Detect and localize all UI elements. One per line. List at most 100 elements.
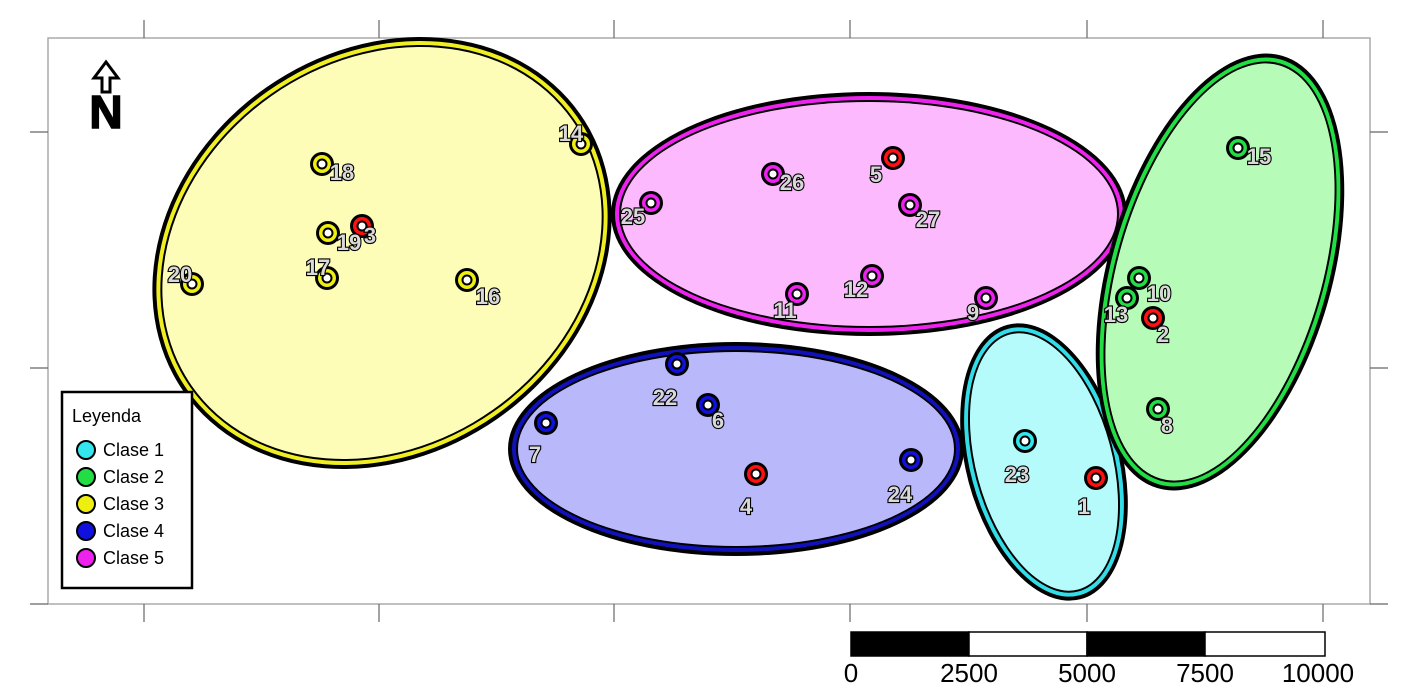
point-marker-center [1019, 435, 1031, 447]
map-point-10: 10 [1127, 266, 1172, 307]
point-label: 3 [364, 223, 376, 248]
map-point-19: 19 [316, 221, 362, 256]
map-point-27: 27 [898, 193, 941, 233]
points-layer: 1234567891011121314151617181920222324252… [167, 120, 1273, 520]
point-label: 1 [1078, 494, 1090, 519]
point-label: 13 [1104, 302, 1128, 327]
map-point-2: 2 [1141, 306, 1170, 348]
map-point-6: 6 [696, 393, 725, 434]
legend-label: Clase 2 [103, 467, 164, 487]
map-point-13: 13 [1103, 286, 1139, 328]
map-point-9: 9 [966, 286, 998, 326]
frame-ticks [30, 20, 1388, 622]
point-marker-center [461, 274, 473, 286]
point-label: 8 [1161, 413, 1173, 438]
point-label: 14 [559, 121, 584, 146]
map-point-18: 18 [310, 152, 355, 186]
legend-item-1: Clase 1 [76, 440, 164, 460]
cluster-class-3 [152, 37, 612, 469]
point-label: 6 [712, 408, 724, 433]
point-label: 20 [168, 262, 192, 287]
point-label: 2 [1157, 322, 1169, 347]
scale-tick-10000: 10000 [1282, 658, 1354, 688]
point-marker-center [750, 468, 762, 480]
point-marker-center [322, 227, 334, 239]
point-marker-center [866, 270, 878, 282]
point-marker-center [1121, 292, 1133, 304]
map-point-16: 16 [455, 268, 501, 310]
legend-swatch [76, 521, 96, 541]
point-label: 9 [967, 300, 979, 325]
cluster-class-2 [1095, 53, 1345, 491]
point-label: 7 [529, 442, 541, 467]
map-point-14: 14 [558, 120, 593, 156]
legend-swatch [76, 467, 96, 487]
map-point-22: 22 [652, 352, 689, 411]
point-marker-center [702, 399, 714, 411]
point-marker-center [1232, 142, 1244, 154]
map-point-15: 15 [1226, 136, 1272, 170]
scale-segment-4 [1204, 631, 1326, 657]
cluster-class-5 [611, 92, 1127, 336]
point-marker-center [905, 454, 917, 466]
point-marker-center [186, 278, 198, 290]
point-label: 18 [330, 160, 354, 185]
scale-tick-2500: 2500 [940, 658, 998, 688]
legend-item-5: Clase 5 [76, 548, 164, 568]
legend-label: Clase 3 [103, 494, 164, 514]
scale-tick-5000: 5000 [1058, 658, 1116, 688]
legend-swatch [76, 548, 96, 568]
point-label: 17 [306, 255, 330, 280]
map-point-12: 12 [843, 264, 884, 303]
legend: Leyenda Clase 1 Clase 2 Clase 3 Clase 4 Clas… [60, 390, 194, 590]
map-point-17: 17 [305, 254, 339, 290]
map-point-1: 1 [1077, 466, 1108, 520]
point-label: 12 [844, 277, 868, 302]
north-arrow: N [89, 59, 123, 139]
legend-label: Clase 4 [103, 521, 164, 541]
legend-item-2: Clase 2 [76, 467, 164, 487]
point-label: 5 [870, 162, 882, 187]
point-label: 11 [773, 298, 796, 323]
map-point-3: 3 [350, 214, 377, 249]
point-label: 4 [740, 494, 753, 519]
map-point-7: 7 [528, 411, 558, 468]
point-marker-center [671, 358, 683, 370]
map-point-24: 24 [887, 448, 923, 508]
map-point-11: 11 [772, 282, 809, 324]
scale-segment-1 [850, 631, 970, 657]
map-point-23: 23 [1004, 429, 1037, 488]
legend-item-3: Clase 3 [76, 494, 164, 514]
map-point-26: 26 [761, 162, 805, 196]
point-marker-center [904, 199, 916, 211]
scale-tick-0: 0 [844, 658, 858, 688]
point-marker-center [356, 220, 368, 232]
map-point-8: 8 [1146, 397, 1174, 439]
point-label: 15 [1247, 144, 1271, 169]
point-marker-center [316, 158, 328, 170]
point-label: 25 [621, 204, 645, 229]
scale-tick-7500: 7500 [1176, 658, 1234, 688]
point-marker-center [645, 197, 657, 209]
point-label: 22 [653, 385, 677, 410]
point-label: 27 [916, 207, 940, 232]
point-label: 23 [1005, 462, 1029, 487]
point-marker-center [791, 288, 803, 300]
point-marker-center [321, 272, 333, 284]
point-marker-center [1147, 312, 1159, 324]
legend-item-4: Clase 4 [76, 521, 164, 541]
point-label: 26 [780, 170, 804, 195]
map-point-5: 5 [869, 146, 905, 188]
point-marker-center [575, 138, 587, 150]
legend-label: Clase 1 [103, 440, 164, 460]
point-label: 24 [888, 482, 913, 507]
point-marker-center [767, 168, 779, 180]
map-point-25: 25 [620, 191, 663, 230]
map-point-20: 20 [167, 261, 204, 296]
point-label: 16 [476, 284, 500, 309]
cluster-class-1 [960, 323, 1128, 601]
point-label: 10 [1147, 281, 1171, 306]
point-marker-center [887, 152, 899, 164]
legend-label: Clase 5 [103, 548, 164, 568]
point-marker-center [1090, 472, 1102, 484]
